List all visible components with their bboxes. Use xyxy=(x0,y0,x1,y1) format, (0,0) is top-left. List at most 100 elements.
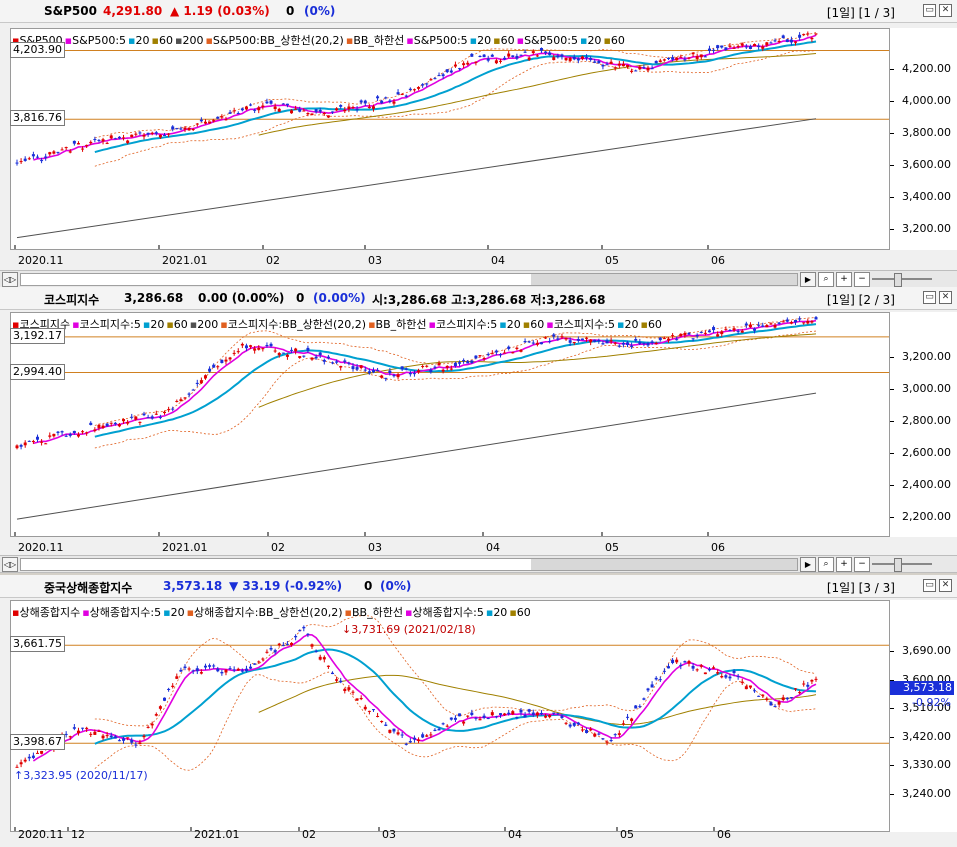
zoom-out-icon[interactable]: − xyxy=(854,272,870,287)
zoom-slider[interactable] xyxy=(872,273,932,287)
sp500-scrollbar[interactable]: ◁▷ ▶ ⌕ + − xyxy=(0,270,957,288)
candlestick xyxy=(617,60,621,69)
candlestick xyxy=(453,361,457,368)
restore-icon[interactable]: ▭ xyxy=(923,4,936,17)
page-indicator[interactable]: [1일] [1 / 3] xyxy=(826,6,895,20)
candlestick xyxy=(240,342,244,349)
shanghai-panel: 중국상해종합지수 3,573.18 ▼ 33.19 (-0.92%) 0 (0%… xyxy=(0,575,957,847)
scroll-thumb[interactable] xyxy=(531,274,797,285)
zoom-fit-icon[interactable]: ⌕ xyxy=(818,557,834,572)
zoom-out-icon[interactable]: − xyxy=(854,557,870,572)
candlestick xyxy=(97,139,101,143)
candlestick xyxy=(273,348,277,353)
restore-icon[interactable]: ▭ xyxy=(923,291,936,304)
scroll-track[interactable] xyxy=(20,273,798,286)
candlestick xyxy=(769,322,773,325)
candlestick xyxy=(654,341,658,345)
candlestick xyxy=(515,53,519,61)
candlestick xyxy=(240,107,244,112)
candlestick xyxy=(695,668,699,672)
candlestick xyxy=(298,106,302,113)
candlestick xyxy=(89,732,93,738)
close-icon[interactable]: ✕ xyxy=(939,579,952,592)
candlestick xyxy=(503,55,507,60)
scroll-left-icon[interactable]: ◁▷ xyxy=(2,272,18,287)
scroll-right-icon[interactable]: ▶ xyxy=(800,557,816,572)
candlestick xyxy=(224,116,228,121)
candlestick xyxy=(433,77,437,80)
candlestick xyxy=(294,634,298,641)
shanghai-plot-area[interactable] xyxy=(10,600,890,832)
candlestick xyxy=(732,326,736,332)
scroll-right-icon[interactable]: ▶ xyxy=(800,272,816,287)
candlestick xyxy=(642,697,646,701)
kospi-plot-area[interactable] xyxy=(10,312,890,537)
legend-item: ▪20 xyxy=(499,318,521,331)
candlestick xyxy=(126,420,130,426)
candlestick xyxy=(314,649,318,653)
close-icon[interactable]: ✕ xyxy=(939,4,952,17)
sp500-plot-area[interactable] xyxy=(10,28,890,250)
candlestick xyxy=(244,343,248,352)
candlestick xyxy=(261,657,265,662)
candlestick xyxy=(748,44,752,50)
zoom-in-icon[interactable]: + xyxy=(836,557,852,572)
date-tick-label: 03 xyxy=(368,254,382,267)
candlestick xyxy=(212,663,216,669)
candlestick xyxy=(634,705,638,709)
shanghai-price-axis: 3,690.00 3,600.00 3,510.00 3,420.00 3,330.00… xyxy=(890,600,957,832)
candlestick xyxy=(675,57,679,61)
candlestick xyxy=(498,58,502,64)
kospi-scrollbar[interactable]: ◁▷ ▶ ⌕ + − xyxy=(0,555,957,573)
legend-item: ▪60 xyxy=(493,34,515,47)
scroll-left-icon[interactable]: ◁▷ xyxy=(2,557,18,572)
candlestick xyxy=(519,348,523,353)
candlestick xyxy=(335,107,339,112)
candlestick xyxy=(753,688,757,693)
candlestick xyxy=(716,331,720,337)
candlestick xyxy=(449,717,453,721)
price-tick-label: 3,400.00 xyxy=(902,190,951,203)
legend-item: ▪20 xyxy=(469,34,492,47)
scroll-thumb[interactable] xyxy=(531,559,797,570)
candlestick xyxy=(253,663,257,665)
candlestick xyxy=(224,356,228,365)
candlestick xyxy=(769,701,773,706)
zoom-slider[interactable] xyxy=(872,558,932,572)
candlestick xyxy=(187,666,191,672)
candlestick xyxy=(117,136,121,140)
close-icon[interactable]: ✕ xyxy=(939,291,952,304)
candlestick xyxy=(445,365,449,371)
page-indicator[interactable]: [1일] [2 / 3] xyxy=(826,293,895,307)
candlestick xyxy=(634,336,638,343)
candlestick xyxy=(486,352,490,357)
page-indicator[interactable]: [1일] [3 / 3] xyxy=(826,581,895,595)
candlestick xyxy=(458,67,462,71)
candlestick xyxy=(339,365,343,371)
sp500-price-axis: 4,200.00 4,000.00 3,800.00 3,600.00 3,400.00… xyxy=(890,28,957,250)
ma20-line xyxy=(94,648,817,745)
candlestick xyxy=(208,663,212,669)
candlestick xyxy=(511,55,515,58)
candlestick xyxy=(417,86,421,91)
candlestick xyxy=(564,57,568,62)
candlestick xyxy=(691,663,695,672)
reference-line-label: 3,398.67 xyxy=(10,734,65,751)
candlestick xyxy=(523,338,527,343)
candlestick xyxy=(179,397,183,402)
candlestick xyxy=(56,430,60,436)
candlestick xyxy=(671,54,675,62)
candlestick xyxy=(261,102,265,110)
legend-item: ▪60 xyxy=(603,34,625,47)
zoom-in-icon[interactable]: + xyxy=(836,272,852,287)
candlestick xyxy=(40,157,44,164)
candlestick xyxy=(560,53,564,60)
candlestick xyxy=(417,368,421,374)
zoom-fit-icon[interactable]: ⌕ xyxy=(818,272,834,287)
candlestick xyxy=(23,440,27,448)
candlestick xyxy=(732,669,736,677)
candlestick xyxy=(601,340,605,345)
restore-icon[interactable]: ▭ xyxy=(923,579,936,592)
reference-line-label: 3,192.17 xyxy=(10,327,65,344)
scroll-track[interactable] xyxy=(20,558,798,571)
